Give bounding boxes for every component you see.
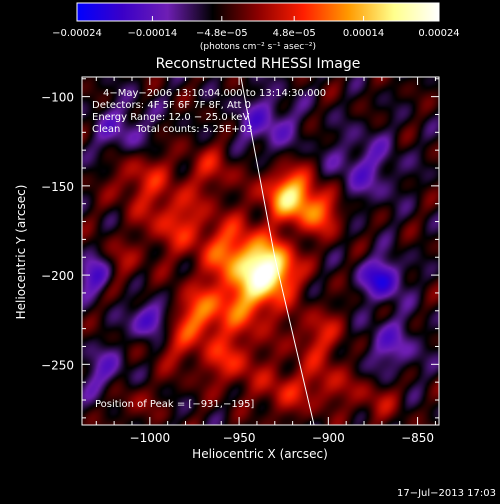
y-tick-label: −150	[41, 180, 74, 194]
annotation-time-range: 4−May−2006 13:10:04.000 to 13:14:30.000	[103, 88, 326, 99]
colorbar: −0.00024 −0.00014 −4.8e−05 4.8e−05 0.00014 0.…	[52, 2, 460, 52]
y-axis-tick-labels: −100 −150 −200 −250	[41, 91, 74, 373]
annotation-energy-range: Energy Range: 12.0 − 25.0 keV	[92, 112, 249, 123]
solar-limb-line	[240, 77, 315, 425]
y-tick-label: −250	[41, 358, 74, 372]
chart-title: Reconstructed RHESSI Image	[156, 56, 361, 72]
y-axis-ticks	[82, 78, 439, 419]
x-axis-label: Heliocentric X (arcsec)	[192, 447, 328, 461]
colorbar-tick-labels: −0.00024 −0.00014 −4.8e−05 4.8e−05 0.00014 0.…	[52, 28, 460, 39]
colorbar-tick-label: 4.8e−05	[273, 28, 316, 39]
x-tick-label: −900	[312, 431, 345, 445]
plot-frame	[81, 76, 440, 426]
colorbar-ticks	[76, 16, 440, 21]
colorbar-tick-label: 0.00014	[343, 28, 384, 39]
colorbar-gradient	[76, 2, 440, 22]
annotation-peak-position: Position of Peak = [−931,−195]	[95, 399, 254, 410]
colorbar-tick-label: 0.00024	[418, 28, 459, 39]
y-tick-label: −100	[41, 91, 74, 105]
x-tick-label: −950	[223, 431, 256, 445]
x-tick-label: −1000	[130, 431, 171, 445]
timestamp: 17−Jul−2013 17:03	[397, 488, 496, 499]
x-axis-ticks	[95, 77, 436, 425]
colorbar-tick-label: −0.00014	[128, 28, 178, 39]
annotations: 4−May−2006 13:10:04.000 to 13:14:30.000 …	[92, 88, 326, 410]
x-axis-tick-labels: −1000 −950 −900 −850	[130, 431, 435, 445]
heatmap-image	[82, 77, 439, 425]
annotation-detectors: Detectors: 4F 5F 6F 7F 8F, Att 0	[92, 100, 251, 111]
colorbar-unit-label: (photons cm⁻² s⁻¹ asec⁻²)	[200, 42, 316, 52]
colorbar-tick-label: −4.8e−05	[196, 28, 248, 39]
colorbar-tick-label: −0.00024	[52, 28, 102, 39]
y-axis-label: Heliocentric Y (arcsec)	[14, 185, 28, 320]
annotation-clean-counts: Clean Total counts: 5.25E+03	[92, 124, 252, 135]
x-tick-label: −850	[401, 431, 434, 445]
plot-area	[82, 77, 439, 425]
y-tick-label: −200	[41, 269, 74, 283]
